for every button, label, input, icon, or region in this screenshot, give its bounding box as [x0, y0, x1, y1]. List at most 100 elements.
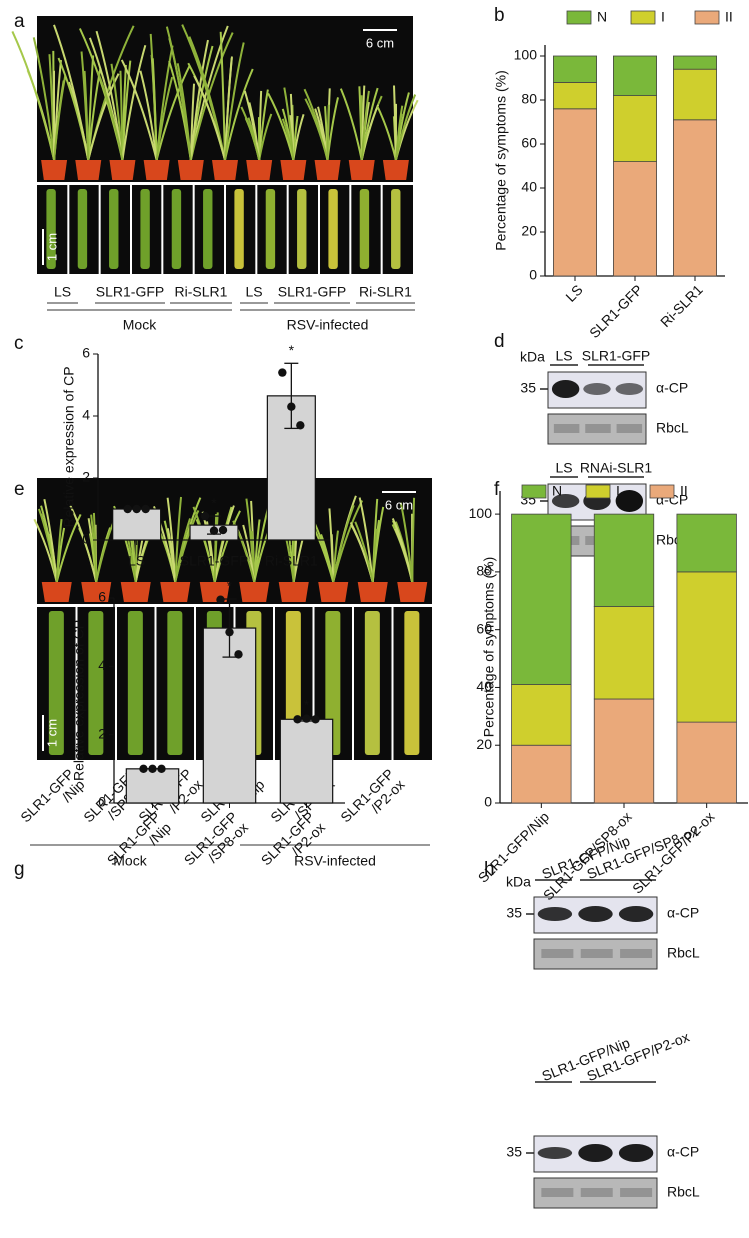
- y-tick-label: 4: [98, 657, 106, 673]
- panel-label: f: [494, 479, 500, 500]
- data-point: [216, 595, 225, 604]
- plant-leaf: [354, 521, 374, 583]
- scale-label: 6 cm: [366, 35, 394, 50]
- band: [537, 907, 573, 921]
- data-point: [225, 627, 234, 637]
- band: [618, 906, 654, 922]
- pot: [212, 160, 238, 180]
- leaf-sample: [391, 189, 401, 269]
- plant-leaf: [304, 98, 329, 161]
- plant-leaf: [358, 497, 374, 583]
- significance: *: [304, 696, 310, 712]
- plant-leaf: [213, 513, 218, 583]
- legend-label: II: [725, 9, 733, 25]
- y-tick-label: 2: [98, 725, 106, 741]
- plant-leaf: [224, 68, 254, 161]
- pot: [357, 582, 388, 602]
- leaf-divider: [349, 185, 352, 274]
- leaf-divider: [255, 185, 258, 274]
- plant-leaf: [326, 104, 330, 161]
- panel-label: d: [494, 331, 505, 352]
- pot: [278, 582, 309, 602]
- leaf-sample: [359, 189, 370, 269]
- plant-leaf: [399, 502, 414, 583]
- x-tick-label: SLR1-GFP: [586, 281, 646, 341]
- data-point: [200, 511, 210, 521]
- band: [583, 383, 611, 395]
- band: [615, 490, 644, 512]
- leaf-sample: [48, 611, 64, 755]
- leaf-divider: [286, 185, 289, 274]
- loading-label: RbcL: [656, 420, 689, 436]
- pot: [348, 160, 375, 180]
- band: [578, 1144, 613, 1162]
- band: [578, 906, 613, 922]
- plant-leaf: [121, 44, 147, 161]
- y-tick-label: 60: [476, 620, 492, 636]
- pot: [318, 582, 349, 602]
- plant-leaf: [411, 497, 416, 583]
- x-tick-label: LS: [562, 281, 585, 304]
- data-point: [302, 714, 311, 723]
- scale-label: 1 cm: [44, 719, 59, 747]
- loading-band: [585, 424, 611, 433]
- plant-leaf: [95, 30, 124, 161]
- x-tick-label: LS: [128, 553, 145, 569]
- plant-leaf: [53, 24, 90, 161]
- pot: [41, 582, 72, 602]
- data-point: [311, 715, 320, 724]
- plant-leaf: [166, 528, 177, 583]
- probe-label: α-CP: [667, 1144, 699, 1160]
- pot: [109, 160, 136, 180]
- bar-segment: [676, 721, 737, 804]
- loading-band: [541, 1188, 574, 1197]
- x-tick-label: Ri-SLR1: [657, 281, 706, 330]
- plant-leaf: [189, 32, 234, 161]
- data-point: [148, 764, 157, 774]
- marker-label: 35: [506, 1144, 522, 1160]
- bar-segment: [511, 744, 572, 804]
- pot: [382, 160, 409, 180]
- data-point: [278, 368, 287, 377]
- leaf-divider: [75, 607, 78, 760]
- plant-leaf: [332, 504, 355, 583]
- leaf-divider: [161, 185, 164, 274]
- leaf-sample: [77, 189, 88, 269]
- plant-leaf: [267, 92, 295, 161]
- plant-leaf: [174, 496, 183, 583]
- y-tick-label: 2: [82, 469, 90, 485]
- plant-leaf: [320, 534, 335, 583]
- legend-swatch: [694, 10, 720, 25]
- line-label: LS: [245, 284, 262, 300]
- bar-segment: [673, 68, 718, 121]
- line-label: SLR1-GFP/P2-ox: [337, 765, 407, 835]
- leaf-sample: [297, 189, 307, 269]
- data-point: [234, 650, 243, 659]
- loading-band: [580, 1188, 613, 1197]
- band: [551, 380, 580, 398]
- y-tick-label: 20: [521, 223, 537, 239]
- plant-leaf: [283, 87, 295, 161]
- plant-leaf: [96, 71, 124, 161]
- bar-segment: [553, 82, 598, 110]
- line-label: SLR1-GFP: [96, 284, 164, 300]
- leaf-sample: [328, 189, 338, 269]
- plant-leaf: [360, 90, 370, 161]
- line-label: Ri-SLR1: [175, 284, 228, 300]
- plant-leaf: [151, 58, 158, 161]
- group-label: Mock: [123, 317, 157, 333]
- plant-leaf: [53, 75, 67, 161]
- plant-leaf: [195, 518, 216, 583]
- leaf-sample: [167, 611, 183, 755]
- legend-label: I: [661, 9, 665, 25]
- plant-leaf: [121, 60, 132, 161]
- photo-divider: [37, 604, 432, 607]
- bar-segment: [511, 684, 572, 746]
- y-tick-label: 6: [82, 345, 90, 361]
- plant-leaf: [219, 31, 226, 161]
- plant-leaf: [193, 75, 226, 161]
- band: [537, 1147, 573, 1159]
- leaf-divider: [380, 185, 383, 274]
- bar-segment: [593, 513, 655, 607]
